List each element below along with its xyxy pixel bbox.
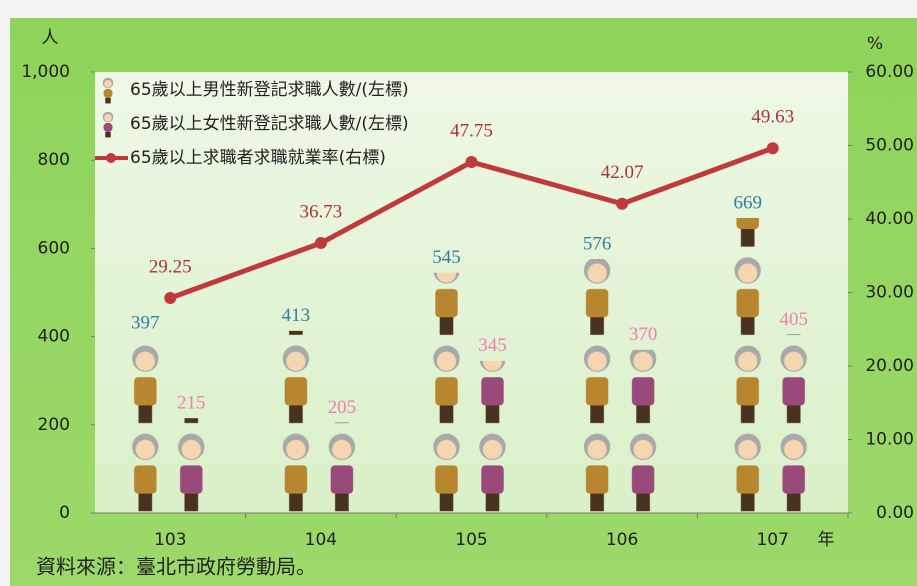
pictogram-bar (728, 218, 768, 513)
pictogram-bar (171, 418, 211, 513)
bar-value-label: 215 (177, 393, 206, 414)
bar-value-label: 370 (629, 324, 658, 345)
bar-value-label: 413 (282, 305, 311, 326)
bar-value-label: 545 (432, 247, 461, 268)
legend-label: 65歲以上女性新登記求職人數/(左標) (130, 114, 409, 134)
y2-tick-label: 50.00 (865, 136, 914, 156)
rate-point (616, 198, 628, 210)
legend-label: 65歲以上男性新登記求職人數/(左標) (130, 80, 409, 100)
bar-value-label: 405 (779, 309, 808, 330)
bar-value-label: 397 (131, 312, 160, 333)
y-tick-label: 200 (38, 415, 70, 435)
rate-value-label: 47.75 (450, 120, 493, 141)
rate-value-label: 29.25 (149, 256, 192, 277)
pictogram-bar (427, 273, 467, 513)
pictogram-bar (276, 331, 316, 513)
y2-tick-label: 40.00 (865, 209, 914, 229)
bar-value-label: 576 (583, 233, 612, 254)
rate-point (767, 142, 779, 154)
y2-tick-label: 20.00 (865, 356, 914, 376)
legend-marker (106, 153, 116, 163)
pictogram-bar (623, 350, 663, 513)
x-axis-unit: 年 (818, 530, 835, 550)
rate-point (315, 237, 327, 249)
x-tick-label: 105 (455, 530, 487, 550)
rate-value-label: 49.63 (751, 107, 794, 128)
y-tick-label: 400 (38, 327, 70, 347)
legend-label: 65歲以上求職者求職就業率(右標) (130, 148, 386, 168)
bar-value-label: 345 (478, 335, 507, 356)
y-axis-unit: 人 (42, 28, 59, 48)
x-tick-label: 107 (756, 530, 788, 550)
y-tick-label: 600 (38, 238, 70, 258)
y2-tick-label: 10.00 (865, 430, 914, 450)
rate-value-label: 42.07 (601, 162, 644, 183)
chart: 人 % 年 資料來源：臺北市政府勞動局。 0 200 400 600 800 1,000 0… (0, 0, 917, 586)
x-tick-label: 103 (154, 530, 186, 550)
source-note: 資料來源：臺北市政府勞動局。 (36, 555, 316, 579)
pictogram-bar (774, 334, 814, 513)
x-tick-label: 106 (606, 530, 638, 550)
pictogram-bar (577, 259, 617, 513)
y2-tick-label: 60.00 (865, 62, 914, 82)
x-tick-label: 104 (305, 530, 337, 550)
pictogram-bar (322, 423, 362, 513)
y2-tick-label: 30.00 (865, 283, 914, 303)
y2-tick-label: 0.00 (876, 503, 914, 523)
y2-axis-unit: % (867, 34, 883, 54)
rate-point (164, 292, 176, 304)
y-tick-label: 0 (59, 503, 70, 523)
y-tick-label: 1,000 (21, 62, 70, 82)
pictogram-bar (473, 361, 513, 513)
y-tick-label: 800 (38, 150, 70, 170)
bar-value-label: 205 (328, 397, 357, 418)
rate-value-label: 36.73 (300, 201, 343, 222)
rate-point (466, 156, 478, 168)
pictogram-bar (125, 338, 165, 513)
bar-value-label: 669 (733, 192, 762, 213)
